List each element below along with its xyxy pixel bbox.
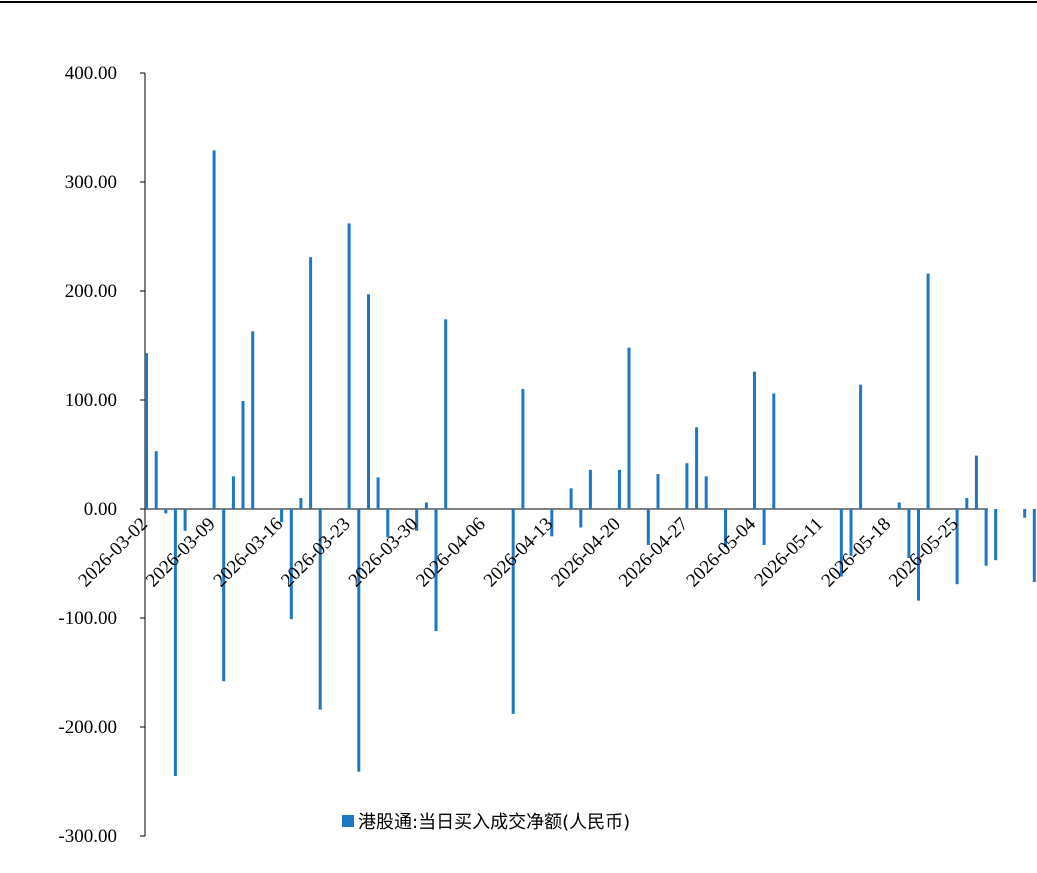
- x-tick-label: 2026-03-30: [345, 514, 423, 592]
- bar: [212, 150, 216, 509]
- x-tick-label: 2026-05-04: [682, 513, 760, 591]
- y-tick-label: -200.00: [58, 717, 117, 738]
- bar: [145, 353, 148, 509]
- bar: [762, 509, 766, 545]
- legend-swatch: [342, 815, 354, 827]
- bar: [1032, 509, 1036, 582]
- bar: [926, 273, 930, 509]
- bar: [183, 509, 187, 531]
- bar: [955, 509, 959, 585]
- bar: [627, 347, 631, 509]
- bar: [897, 502, 901, 509]
- bar: [376, 477, 380, 509]
- x-tick-label: 2026-05-18: [818, 514, 896, 592]
- bar: [154, 451, 158, 509]
- bar: [299, 498, 303, 509]
- bars-group: [145, 150, 1036, 776]
- bar: [357, 509, 361, 772]
- y-tick-label: 0.00: [84, 499, 117, 520]
- x-tick-label: 2026-03-02: [74, 514, 152, 592]
- bar: [685, 463, 689, 509]
- bar: [579, 509, 583, 528]
- y-tick-label: 100.00: [65, 390, 117, 411]
- bar: [347, 223, 351, 509]
- bar: [550, 509, 554, 537]
- bar: [974, 455, 978, 509]
- bar: [965, 498, 969, 509]
- x-tick-label: 2026-04-27: [615, 514, 693, 592]
- legend-label: 港股通:当日买入成交净额(人民币): [358, 812, 631, 833]
- bar: [164, 509, 168, 514]
- bar: [309, 257, 313, 509]
- bar: [569, 488, 573, 509]
- bar: [444, 319, 448, 509]
- bar: [656, 474, 660, 509]
- bar: [617, 469, 621, 509]
- bar: [859, 384, 863, 509]
- x-tick-label: 2026-04-20: [547, 514, 625, 592]
- x-tick-labels: 2026-03-022026-03-092026-03-162026-03-23…: [74, 513, 962, 591]
- bar: [434, 509, 438, 632]
- y-tick-label: -300.00: [58, 826, 117, 847]
- y-tick-label: -100.00: [58, 608, 117, 629]
- bar: [415, 509, 419, 531]
- bar: [231, 476, 235, 509]
- bar: [849, 509, 853, 556]
- bar: [424, 502, 428, 509]
- bar: [280, 509, 284, 523]
- bar: [173, 509, 177, 776]
- bar: [521, 389, 525, 509]
- x-tick-label: 2026-03-16: [210, 514, 288, 592]
- bar: [907, 509, 911, 558]
- y-tick-labels: 400.00 300.00 200.00 100.00 0.00 -100.00 -200.…: [58, 63, 117, 847]
- x-tick-label: 2026-05-25: [885, 514, 963, 592]
- x-tick-label: 2026-04-13: [480, 514, 558, 592]
- bar: [588, 469, 592, 509]
- x-tick-label: 2026-05-11: [750, 514, 827, 591]
- y-tick-label: 200.00: [65, 281, 117, 302]
- bar: [994, 509, 998, 561]
- bar: [772, 393, 776, 509]
- x-tick-label: 2026-03-23: [277, 514, 355, 592]
- legend: 港股通:当日买入成交净额(人民币): [342, 808, 630, 834]
- bar: [917, 509, 920, 601]
- x-tick-label: 2026-03-09: [142, 514, 220, 592]
- bar: [984, 509, 988, 566]
- bar: [386, 509, 390, 538]
- bar: [241, 401, 245, 509]
- bar: [753, 371, 756, 509]
- bar: [289, 509, 293, 620]
- x-tick-label: 2026-04-06: [412, 514, 490, 592]
- bar: [1023, 509, 1027, 518]
- y-tick-label: 400.00: [65, 63, 117, 84]
- bar: [695, 427, 699, 510]
- bar: [251, 331, 255, 509]
- bar: [318, 509, 322, 710]
- bar: [646, 509, 650, 545]
- bar: [724, 509, 727, 548]
- y-tick-label: 300.00: [65, 172, 117, 193]
- bar: [222, 509, 226, 682]
- bar: [367, 294, 370, 509]
- bar: [511, 509, 515, 714]
- bar: [704, 476, 708, 509]
- bar: [839, 509, 843, 577]
